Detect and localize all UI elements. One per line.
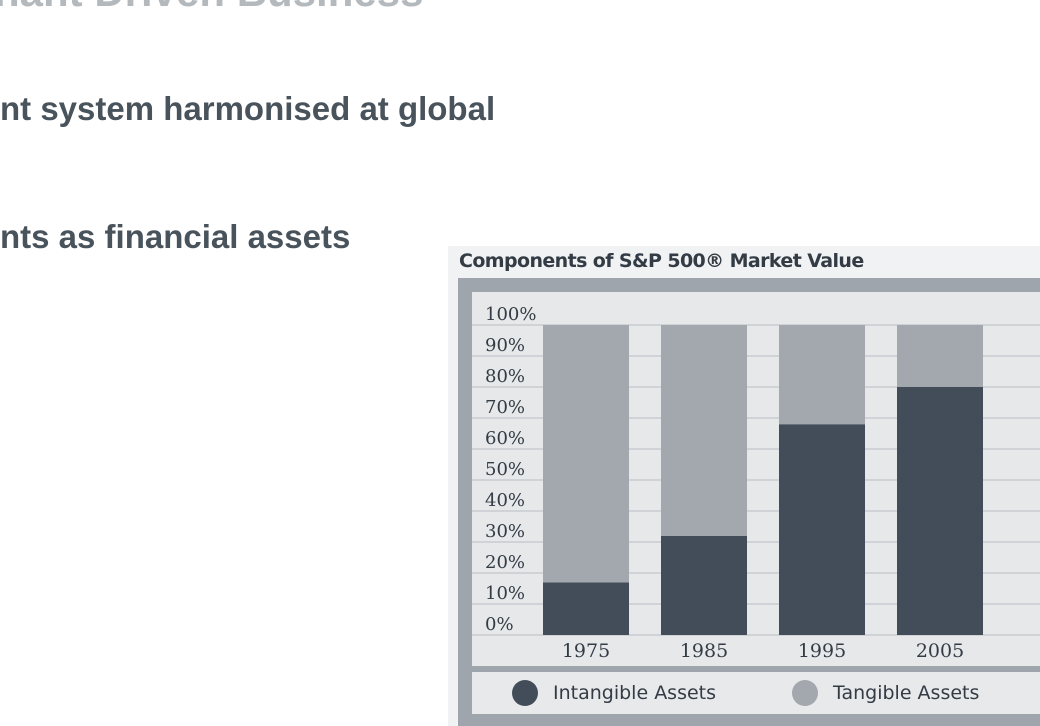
bar-tangible-1985 (661, 325, 747, 536)
chart-legend: Intangible Assets Tangible Assets (472, 672, 1040, 714)
bar-chart: 100% 90% 80% 70% 60% 50% 40% 30% 20% 10% 0% 1975 198… (472, 292, 1040, 666)
chart-panel: Components of S&P 500® Market Value 100%… (448, 246, 1040, 726)
x-tick-label: 1995 (798, 640, 846, 662)
legend-swatch-intangible (512, 680, 538, 706)
y-tick-label: 70% (485, 397, 525, 418)
x-tick-label: 1975 (562, 640, 610, 662)
bar-tangible-1995 (779, 325, 865, 425)
bar-tangible-1975 (543, 325, 629, 583)
y-tick-label: 30% (485, 521, 525, 542)
y-tick-label: 100% (485, 304, 536, 325)
chart-title: Components of S&P 500® Market Value (459, 250, 864, 272)
legend-item-tangible: Tangible Assets (792, 672, 979, 714)
x-tick-label: 2005 (916, 640, 964, 662)
y-tick-label: 20% (485, 552, 525, 573)
legend-item-intangible: Intangible Assets (512, 672, 716, 714)
chart-frame: 100% 90% 80% 70% 60% 50% 40% 30% 20% 10% 0% 1975 198… (458, 278, 1040, 726)
bar-intangible-2005 (897, 387, 983, 635)
bullet-item: nts as financial assets (0, 218, 351, 255)
legend-label-intangible: Intangible Assets (553, 682, 717, 704)
y-tick-label: 10% (485, 583, 525, 604)
slide-title: nant Driven Business (0, 0, 423, 16)
bar-intangible-1995 (779, 424, 865, 635)
y-tick-label: 50% (485, 459, 525, 480)
bullet-item: nt system harmonised at global (0, 90, 496, 127)
bar-tangible-2005 (897, 325, 983, 387)
y-tick-label: 40% (485, 490, 525, 511)
x-tick-label: 1985 (680, 640, 728, 662)
y-tick-label: 80% (485, 366, 525, 387)
y-tick-label: 60% (485, 428, 525, 449)
bar-intangible-1975 (543, 582, 629, 635)
bar-intangible-1985 (661, 535, 747, 635)
legend-swatch-tangible (792, 680, 818, 706)
y-tick-label: 90% (485, 335, 525, 356)
y-tick-label: 0% (485, 614, 514, 635)
legend-label-tangible: Tangible Assets (833, 682, 980, 704)
